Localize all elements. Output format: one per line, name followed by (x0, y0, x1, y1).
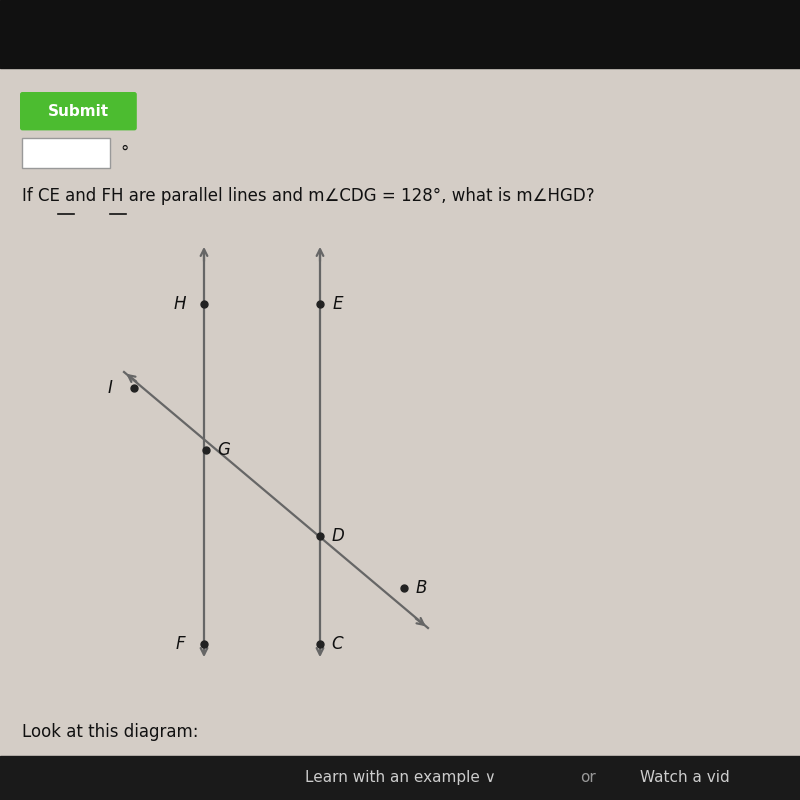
Text: Submit: Submit (48, 104, 109, 118)
Text: D: D (331, 527, 344, 545)
FancyBboxPatch shape (22, 138, 110, 168)
Text: °: ° (120, 144, 128, 162)
Text: F: F (175, 635, 185, 653)
Text: Look at this diagram:: Look at this diagram: (22, 723, 199, 741)
FancyBboxPatch shape (20, 92, 137, 130)
Bar (0, 0, 800, 68)
Text: Watch a vid: Watch a vid (640, 770, 730, 785)
Text: C: C (332, 635, 343, 653)
Text: B: B (416, 579, 427, 597)
Text: I: I (108, 379, 113, 397)
Text: or: or (580, 770, 596, 785)
Text: H: H (174, 295, 186, 313)
Text: If CE and FH are parallel lines and m∠CDG = 128°, what is m∠HGD?: If CE and FH are parallel lines and m∠CD… (22, 187, 595, 205)
Text: E: E (332, 295, 343, 313)
Bar (0, 756, 800, 800)
Text: G: G (218, 441, 230, 458)
Text: Learn with an example ∨: Learn with an example ∨ (305, 770, 495, 785)
